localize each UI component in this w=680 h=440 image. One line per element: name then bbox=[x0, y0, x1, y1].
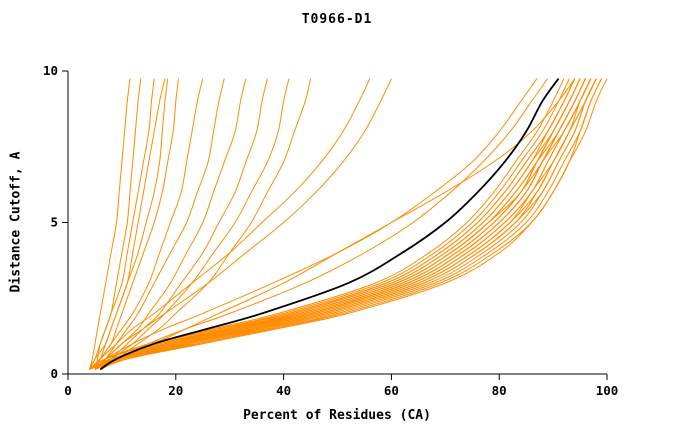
x-tick-label: 60 bbox=[384, 383, 399, 398]
y-axis-label: Distance Cutoff, A bbox=[8, 151, 24, 293]
model-curve-model-21 bbox=[94, 78, 597, 370]
model-curve-model-25 bbox=[89, 78, 131, 370]
y-tick-label: 10 bbox=[43, 63, 58, 78]
model-curve-model-10 bbox=[100, 78, 586, 370]
model-curve-model-18 bbox=[100, 78, 608, 370]
model-curve-model-28 bbox=[94, 78, 169, 370]
model-curve-model-24 bbox=[89, 78, 581, 370]
model-curve-model-30 bbox=[89, 78, 204, 370]
model-curve-model-11 bbox=[94, 78, 581, 370]
x-tick-label: 80 bbox=[492, 383, 507, 398]
model-curve-model-33 bbox=[99, 78, 268, 370]
model-curve-model-41 bbox=[89, 78, 371, 370]
x-tick-label: 0 bbox=[64, 383, 72, 398]
x-axis-label: Percent of Residues (CA) bbox=[243, 408, 431, 423]
model-curve-model-27 bbox=[89, 78, 155, 370]
y-tick-label: 0 bbox=[50, 366, 58, 381]
model-curve-model-14 bbox=[100, 78, 603, 370]
model-curve-model-23 bbox=[94, 78, 592, 370]
model-curve-model-05 bbox=[94, 78, 581, 370]
y-tick-label: 5 bbox=[50, 215, 58, 230]
model-curve-model-40 bbox=[94, 78, 392, 370]
reference-curve bbox=[99, 78, 560, 371]
x-tick-label: 20 bbox=[168, 383, 183, 398]
model-curve-model-38 bbox=[94, 78, 538, 370]
model-curve-model-17 bbox=[94, 78, 592, 370]
model-curve-model-39 bbox=[100, 78, 549, 370]
model-curve-model-19 bbox=[94, 78, 586, 370]
model-curve-model-15 bbox=[94, 78, 586, 370]
chart-title: T0966-D1 bbox=[301, 12, 373, 27]
x-tick-label: 40 bbox=[276, 383, 291, 398]
model-curve-model-36 bbox=[89, 78, 166, 370]
x-tick-label: 100 bbox=[596, 383, 619, 398]
model-curve-model-02 bbox=[94, 78, 586, 370]
model-curve-model-06 bbox=[100, 78, 603, 370]
